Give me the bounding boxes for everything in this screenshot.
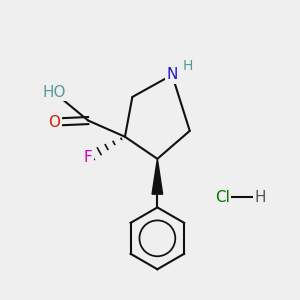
Text: HO: HO <box>43 85 66 100</box>
Text: Cl: Cl <box>214 190 230 205</box>
Text: H: H <box>183 59 194 73</box>
Text: O: O <box>48 115 60 130</box>
Text: H: H <box>254 190 266 205</box>
Text: F: F <box>84 150 92 165</box>
Polygon shape <box>152 159 163 194</box>
Text: N: N <box>167 68 178 82</box>
